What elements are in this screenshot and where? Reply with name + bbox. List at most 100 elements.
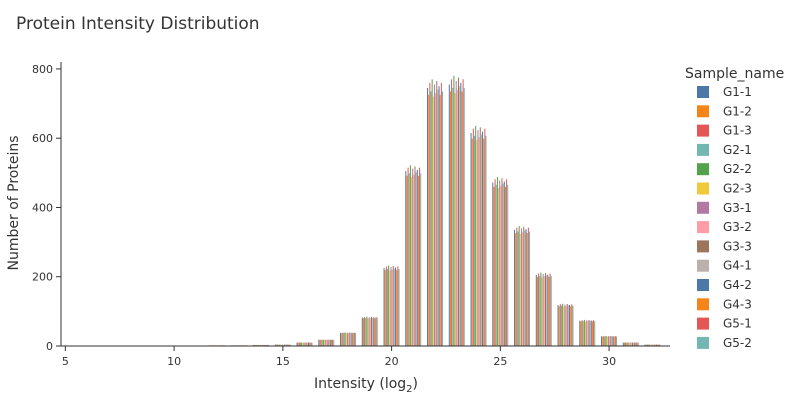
bar-G5-1-bin-26[interactable] (527, 227, 529, 346)
bar-G4-3-bin-21[interactable] (417, 175, 419, 346)
bar-G1-1-bin-17[interactable] (318, 339, 320, 346)
bar-G2-3-bin-22[interactable] (432, 96, 434, 346)
bar-G2-1-bin-15[interactable] (278, 344, 280, 346)
bar-G4-3-bin-14[interactable] (265, 344, 267, 346)
bar-G3-3-bin-21[interactable] (414, 166, 416, 346)
bar-G3-3-bin-17[interactable] (327, 339, 329, 346)
bar-G3-3-bin-16[interactable] (305, 342, 307, 346)
bar-G1-3-bin-29[interactable] (581, 320, 583, 346)
bar-G3-2-bin-28[interactable] (565, 305, 567, 346)
bar-G1-1-bin-18[interactable] (340, 332, 342, 346)
bar-G3-1-bin-32[interactable] (651, 344, 653, 346)
bar-G2-3-bin-24[interactable] (476, 140, 478, 346)
bar-G2-1-bin-32[interactable] (648, 344, 649, 346)
bar-G4-3-bin-31[interactable] (635, 342, 637, 346)
legend-item-G3-2[interactable]: G3-2 (697, 220, 752, 234)
bar-G1-3-bin-32[interactable] (646, 344, 648, 346)
bar-G4-1-bin-17[interactable] (328, 339, 330, 346)
bar-G2-2-bin-16[interactable] (301, 342, 303, 346)
bar-G2-2-bin-29[interactable] (583, 319, 585, 346)
bar-G1-1-bin-19[interactable] (361, 317, 363, 346)
bar-G3-3-bin-14[interactable] (262, 344, 264, 346)
legend-item-G3-3[interactable]: G3-3 (697, 239, 752, 253)
bar-G2-2-bin-28[interactable] (562, 303, 564, 346)
bar-G3-2-bin-16[interactable] (304, 342, 306, 346)
bar-G1-2-bin-26[interactable] (515, 233, 517, 346)
bar-G4-2-bin-31[interactable] (634, 342, 636, 346)
bar-G4-3-bin-24[interactable] (483, 138, 485, 346)
bar-G4-2-bin-14[interactable] (264, 344, 266, 346)
bar-G2-1-bin-14[interactable] (256, 344, 258, 346)
bar-G3-1-bin-19[interactable] (368, 317, 370, 346)
bar-G2-2-bin-30[interactable] (605, 335, 607, 346)
bar-G1-2-bin-20[interactable] (384, 270, 386, 346)
bar-G4-2-bin-27[interactable] (547, 274, 549, 346)
bar-G2-1-bin-20[interactable] (387, 269, 388, 346)
bar-G5-1-bin-20[interactable] (397, 266, 399, 346)
bar-G5-2-bin-23[interactable] (463, 88, 465, 346)
bar-G4-3-bin-26[interactable] (526, 233, 528, 346)
bar-G5-2-bin-16[interactable] (311, 342, 313, 346)
bar-G1-3-bin-20[interactable] (385, 266, 387, 346)
bar-G3-1-bin-25[interactable] (499, 180, 501, 346)
bar-G3-3-bin-23[interactable] (458, 77, 459, 346)
bar-G1-2-bin-15[interactable] (275, 344, 277, 346)
bar-G5-1-bin-22[interactable] (440, 82, 442, 346)
bar-G3-3-bin-27[interactable] (545, 273, 546, 346)
bar-G5-1-bin-15[interactable] (288, 344, 290, 346)
bar-G3-3-bin-18[interactable] (349, 332, 351, 346)
bar-G1-1-bin-24[interactable] (470, 133, 472, 346)
legend-item-G2-2[interactable]: G2-2 (697, 162, 752, 176)
bar-G3-2-bin-21[interactable] (413, 174, 415, 346)
bar-G4-2-bin-32[interactable] (656, 344, 658, 346)
bar-G1-3-bin-15[interactable] (277, 344, 279, 346)
bar-G4-3-bin-20[interactable] (396, 270, 398, 346)
bar-G2-3-bin-30[interactable] (606, 336, 608, 346)
bar-G1-3-bin-24[interactable] (472, 128, 474, 346)
bar-G2-3-bin-17[interactable] (324, 339, 326, 346)
legend-item-G2-1[interactable]: G2-1 (697, 143, 752, 157)
bar-G4-2-bin-25[interactable] (503, 181, 505, 346)
bar-G1-1-bin-20[interactable] (383, 268, 385, 346)
bar-G3-2-bin-29[interactable] (587, 321, 589, 346)
bar-G4-2-bin-24[interactable] (482, 131, 484, 346)
bar-G5-1-bin-16[interactable] (310, 342, 312, 346)
bar-G2-1-bin-28[interactable] (561, 305, 562, 346)
legend-item-G1-2[interactable]: G1-2 (697, 104, 752, 118)
bar-G3-2-bin-22[interactable] (435, 93, 437, 346)
bar-G5-1-bin-30[interactable] (614, 336, 616, 346)
bar-G4-3-bin-27[interactable] (548, 276, 550, 346)
bar-G1-3-bin-19[interactable] (364, 317, 366, 346)
bar-G2-3-bin-15[interactable] (280, 344, 282, 346)
bar-G1-1-bin-16[interactable] (296, 342, 298, 346)
bar-G5-2-bin-32[interactable] (659, 344, 661, 346)
bar-G2-2-bin-23[interactable] (453, 75, 455, 347)
bar-G1-3-bin-23[interactable] (451, 79, 453, 346)
bar-G4-3-bin-32[interactable] (657, 344, 659, 346)
bar-G1-2-bin-29[interactable] (580, 321, 582, 346)
bar-G2-3-bin-28[interactable] (563, 306, 565, 346)
bar-G3-2-bin-18[interactable] (348, 333, 350, 346)
bar-G4-3-bin-30[interactable] (613, 336, 615, 346)
bar-G4-2-bin-23[interactable] (460, 82, 462, 347)
bar-G5-2-bin-20[interactable] (398, 269, 400, 346)
bar-G5-2-bin-15[interactable] (289, 344, 291, 346)
bar-G5-2-bin-26[interactable] (529, 231, 530, 346)
bar-G3-1-bin-21[interactable] (412, 168, 414, 346)
bar-G5-2-bin-17[interactable] (333, 339, 335, 346)
bar-G5-2-bin-18[interactable] (355, 333, 356, 346)
bar-G1-2-bin-16[interactable] (297, 342, 299, 346)
bar-G4-3-bin-19[interactable] (374, 318, 376, 346)
bar-G4-3-bin-22[interactable] (439, 94, 441, 346)
bar-G2-1-bin-29[interactable] (582, 321, 584, 346)
bar-G4-1-bin-14[interactable] (263, 344, 265, 346)
bar-G1-2-bin-23[interactable] (449, 91, 451, 347)
bar-G2-3-bin-26[interactable] (519, 233, 521, 346)
bar-G4-1-bin-28[interactable] (567, 305, 569, 346)
bar-G3-3-bin-32[interactable] (653, 344, 655, 346)
bar-G4-3-bin-18[interactable] (352, 333, 354, 346)
bar-G1-2-bin-18[interactable] (341, 333, 343, 346)
bar-G2-3-bin-16[interactable] (302, 342, 304, 346)
bar-G4-2-bin-30[interactable] (612, 336, 614, 346)
bar-G3-2-bin-20[interactable] (391, 269, 393, 346)
